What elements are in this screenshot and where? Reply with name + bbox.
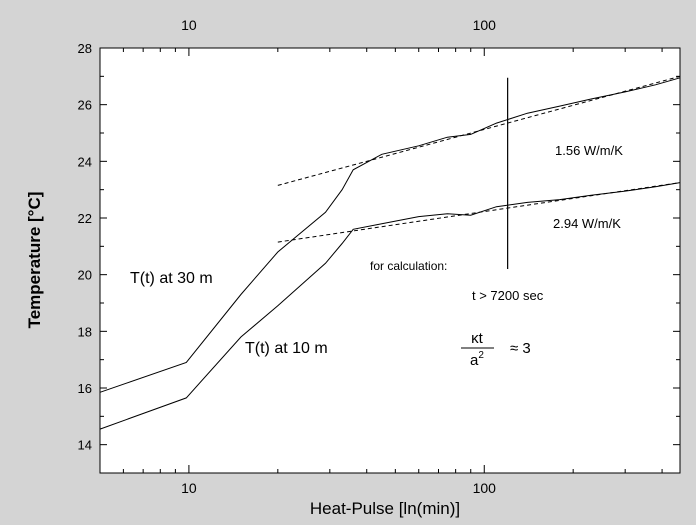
axis-tick-labels: 10 10 100 100 14 16 18 20 22 24 26 28 <box>78 17 497 496</box>
series-label-30m: T(t) at 30 m <box>130 270 213 287</box>
plot-area <box>99 47 681 474</box>
formula-denominator-base: a <box>470 352 479 369</box>
formula-denominator-exponent: 2 <box>478 350 484 361</box>
series-lines <box>99 77 681 430</box>
formula-denominator: a2 <box>470 350 484 369</box>
axis-ticks <box>99 47 680 474</box>
series-line-2 <box>99 182 681 430</box>
y-tick-label: 26 <box>78 98 92 113</box>
x-tick-label-bottom: 10 <box>181 480 197 496</box>
x-tick-label-top: 10 <box>181 17 197 33</box>
y-tick-label: 24 <box>78 154 92 169</box>
y-tick-label: 22 <box>78 211 92 226</box>
y-tick-label: 16 <box>78 381 92 396</box>
formula-numerator: κt <box>471 330 484 347</box>
fit-label-2: 2.94 W/m/K <box>553 216 621 231</box>
series-label-10m: T(t) at 10 m <box>245 340 328 357</box>
y-tick-label: 18 <box>78 324 92 339</box>
series-line-1 <box>99 77 681 393</box>
formula-relation: ≈ 3 <box>510 340 531 357</box>
calc-label: for calculation: <box>370 259 447 273</box>
y-tick-label: 20 <box>78 268 92 283</box>
fit-label-1: 1.56 W/m/K <box>555 143 623 158</box>
x-axis-label: Heat-Pulse [ln(min)] <box>310 499 460 518</box>
y-axis-label: Temperature [°C] <box>25 192 44 329</box>
x-tick-label-top: 100 <box>473 17 497 33</box>
x-tick-label-bottom: 100 <box>473 480 497 496</box>
y-tick-label: 28 <box>78 41 92 56</box>
formula: κt a2 ≈ 3 <box>461 330 531 369</box>
y-tick-label: 14 <box>78 438 92 453</box>
time-condition-label: t > 7200 sec <box>472 288 544 303</box>
